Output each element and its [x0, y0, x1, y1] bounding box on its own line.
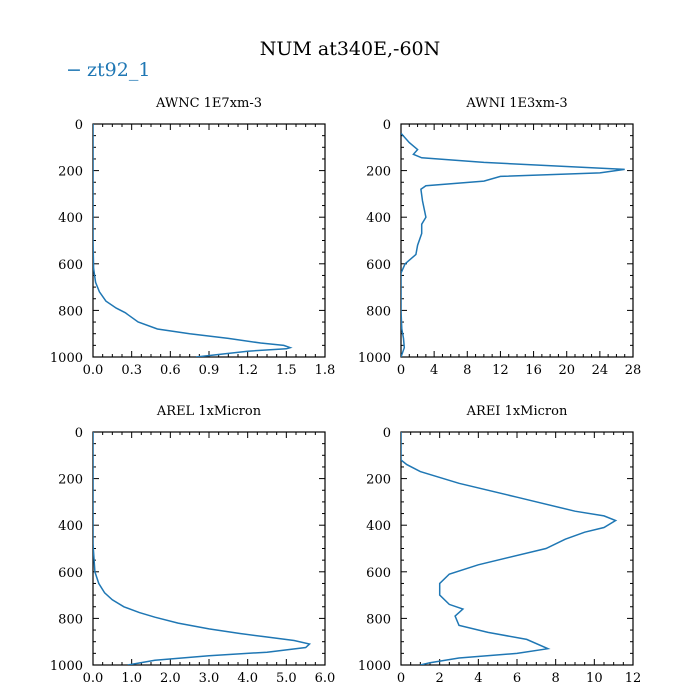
awnc-frame	[92, 123, 326, 358]
arel-xtick-label: 1.0	[121, 671, 142, 686]
awnc-title: AWNC 1E7xm-3	[155, 96, 262, 111]
awnc-xtick-label: 0.3	[121, 363, 142, 378]
arei-ytick-label: 0	[383, 426, 391, 441]
arei-panel: AREI 1xMicron 0 2 4 6 8 10 12 0 200 400 600 800 1000	[358, 404, 641, 686]
arel-xtick-label: 5.0	[276, 671, 297, 686]
awnc-ytick-label: 400	[58, 211, 83, 226]
awnc-xtick-label: 1.8	[315, 363, 336, 378]
arel-frame	[92, 431, 326, 666]
awnc-ytick-label: 1000	[50, 351, 83, 366]
arel-ytick-label: 400	[58, 519, 83, 534]
legend: − zt92_1	[66, 59, 150, 81]
awni-xtick-label: 20	[558, 363, 575, 378]
awni-series-line	[401, 132, 625, 357]
awni-xtick-label: 4	[430, 363, 438, 378]
awni-ytick-label: 600	[366, 258, 391, 273]
awni-xtick-label: 0	[397, 363, 405, 378]
chart-panels: AWNC 1E7xm-30.0 0.3 0.6 0.9 1.2 1.5 1.80200400…	[50, 96, 641, 686]
arel-xtick-label: 0.0	[83, 671, 104, 686]
arei-ytick-label: 200	[366, 473, 391, 488]
awnc-xtick-label: 1.2	[237, 363, 258, 378]
arei-ytick-label: 800	[366, 612, 391, 627]
arei-xtick-label: 10	[586, 671, 603, 686]
arei-xtick-label: 4	[474, 671, 482, 686]
arei-ytick-label: 600	[366, 566, 391, 581]
awnc-series-line	[93, 124, 293, 357]
awnc-ytick-label: 800	[58, 304, 83, 319]
arel-xtick-label: 2.0	[160, 671, 181, 686]
figure-title: NUM at340E,-60N	[260, 38, 441, 60]
awni-ytick-label: 800	[366, 304, 391, 319]
arel-ytick-label: 200	[58, 473, 83, 488]
awni-ytick-label: 1000	[358, 351, 391, 366]
arei-xtick-label: 2	[436, 671, 444, 686]
awnc-ytick-label: 0	[75, 118, 83, 133]
arel-panel: AREL 1xMicron 0.0 1.0 2.0 3.0 4.0 5.0 6.0 0 200 40…	[50, 404, 335, 686]
awnc-xtick-label: 0.0	[83, 363, 104, 378]
awni-title: AWNI 1E3xm-3	[465, 96, 567, 111]
legend-label: zt92_1	[87, 59, 150, 81]
awni-ytick-label: 0	[383, 118, 391, 133]
arei-xtick-label: 12	[625, 671, 642, 686]
awnc-xtick-label: 0.6	[160, 363, 181, 378]
arel-xtick-label: 4.0	[237, 671, 258, 686]
awnc-ytick-label: 200	[58, 165, 83, 180]
arel-ytick-label: 800	[58, 612, 83, 627]
arel-ytick-label: 0	[75, 426, 83, 441]
legend-dash: −	[66, 59, 82, 81]
awnc-panel: AWNC 1E7xm-3 0.0 0.3 0.6 0.9 1.2 1.5 1.8 0 200 400…	[50, 96, 335, 378]
arei-series-line	[401, 432, 618, 665]
awni-xtick-label: 12	[492, 363, 509, 378]
awni-panel: AWNI 1E3xm-3 0 4 8 12 16 20 24 28 0 200 400 600 800 10…	[358, 96, 641, 378]
awni-xtick-label: 16	[525, 363, 542, 378]
arei-xtick-label: 0	[397, 671, 405, 686]
awni-ytick-label: 200	[366, 165, 391, 180]
arei-ytick-label: 1000	[358, 659, 391, 674]
awnc-xtick-label: 1.5	[276, 363, 297, 378]
arel-ytick-label: 600	[58, 566, 83, 581]
awni-ytick-label: 400	[366, 211, 391, 226]
arel-xtick-label: 3.0	[199, 671, 220, 686]
arel-ytick-label: 1000	[50, 659, 83, 674]
arei-xtick-label: 8	[552, 671, 560, 686]
arel-title: AREL 1xMicron	[156, 404, 262, 419]
awni-xtick-label: 28	[625, 363, 642, 378]
awnc-xtick-label: 0.9	[199, 363, 220, 378]
arei-ytick-label: 400	[366, 519, 391, 534]
awnc-ytick-label: 600	[58, 258, 83, 273]
arei-xtick-label: 6	[513, 671, 521, 686]
arei-frame	[400, 431, 634, 666]
arei-title: AREI 1xMicron	[466, 404, 568, 419]
awni-xtick-label: 8	[463, 363, 471, 378]
arel-xtick-label: 6.0	[315, 671, 336, 686]
arel-series-line	[93, 432, 312, 665]
awni-xtick-label: 24	[592, 363, 609, 378]
